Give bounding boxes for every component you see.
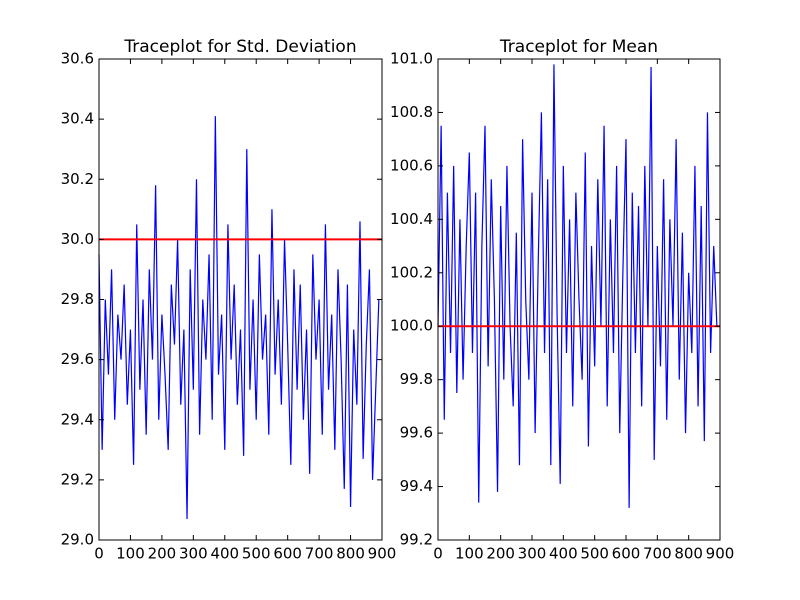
y-tick-label: 100.4 xyxy=(390,210,433,228)
chart-title: Traceplot for Mean xyxy=(499,37,658,57)
y-tick-label: 30.0 xyxy=(61,230,94,248)
x-tick-label: 600 xyxy=(612,545,641,563)
y-tick-label: 100.2 xyxy=(390,263,433,281)
chart-title: Traceplot for Std. Deviation xyxy=(123,37,356,57)
x-tick-label: 100 xyxy=(116,545,145,563)
x-tick-label: 0 xyxy=(433,545,443,563)
x-tick-label: 800 xyxy=(674,545,703,563)
x-tick-label: 0 xyxy=(94,545,104,563)
y-tick-label: 100.0 xyxy=(390,317,433,335)
y-tick-label: 99.4 xyxy=(400,477,433,495)
x-tick-label: 900 xyxy=(368,545,397,563)
y-tick-label: 100.8 xyxy=(390,103,433,121)
x-tick-label: 500 xyxy=(242,545,271,563)
x-tick-label: 900 xyxy=(706,545,735,563)
x-tick-label: 200 xyxy=(486,545,515,563)
y-tick-label: 30.2 xyxy=(61,170,94,188)
y-tick-label: 29.4 xyxy=(61,410,94,428)
y-tick-label: 99.2 xyxy=(400,531,433,549)
x-tick-label: 500 xyxy=(580,545,609,563)
y-tick-label: 29.2 xyxy=(61,470,94,488)
y-tick-label: 99.6 xyxy=(400,424,433,442)
x-tick-label: 700 xyxy=(305,545,334,563)
x-tick-label: 200 xyxy=(148,545,177,563)
y-tick-label: 29.8 xyxy=(61,290,94,308)
x-tick-label: 400 xyxy=(549,545,578,563)
y-tick-label: 99.8 xyxy=(400,370,433,388)
y-tick-label: 29.6 xyxy=(61,350,94,368)
axes-frame xyxy=(437,58,721,541)
y-tick-label: 30.6 xyxy=(61,50,94,68)
y-tick-label: 101.0 xyxy=(390,50,433,68)
trace-line xyxy=(437,64,718,508)
y-tick-label: 100.6 xyxy=(390,156,433,174)
y-tick-label: 29.0 xyxy=(61,531,94,549)
x-tick-label: 800 xyxy=(336,545,365,563)
y-tick-label: 30.4 xyxy=(61,110,94,128)
x-tick-label: 700 xyxy=(643,545,672,563)
trace-line xyxy=(98,116,380,519)
x-tick-label: 100 xyxy=(455,545,484,563)
x-tick-label: 300 xyxy=(179,545,208,563)
x-tick-label: 300 xyxy=(518,545,547,563)
x-tick-label: 400 xyxy=(210,545,239,563)
x-tick-label: 600 xyxy=(273,545,302,563)
